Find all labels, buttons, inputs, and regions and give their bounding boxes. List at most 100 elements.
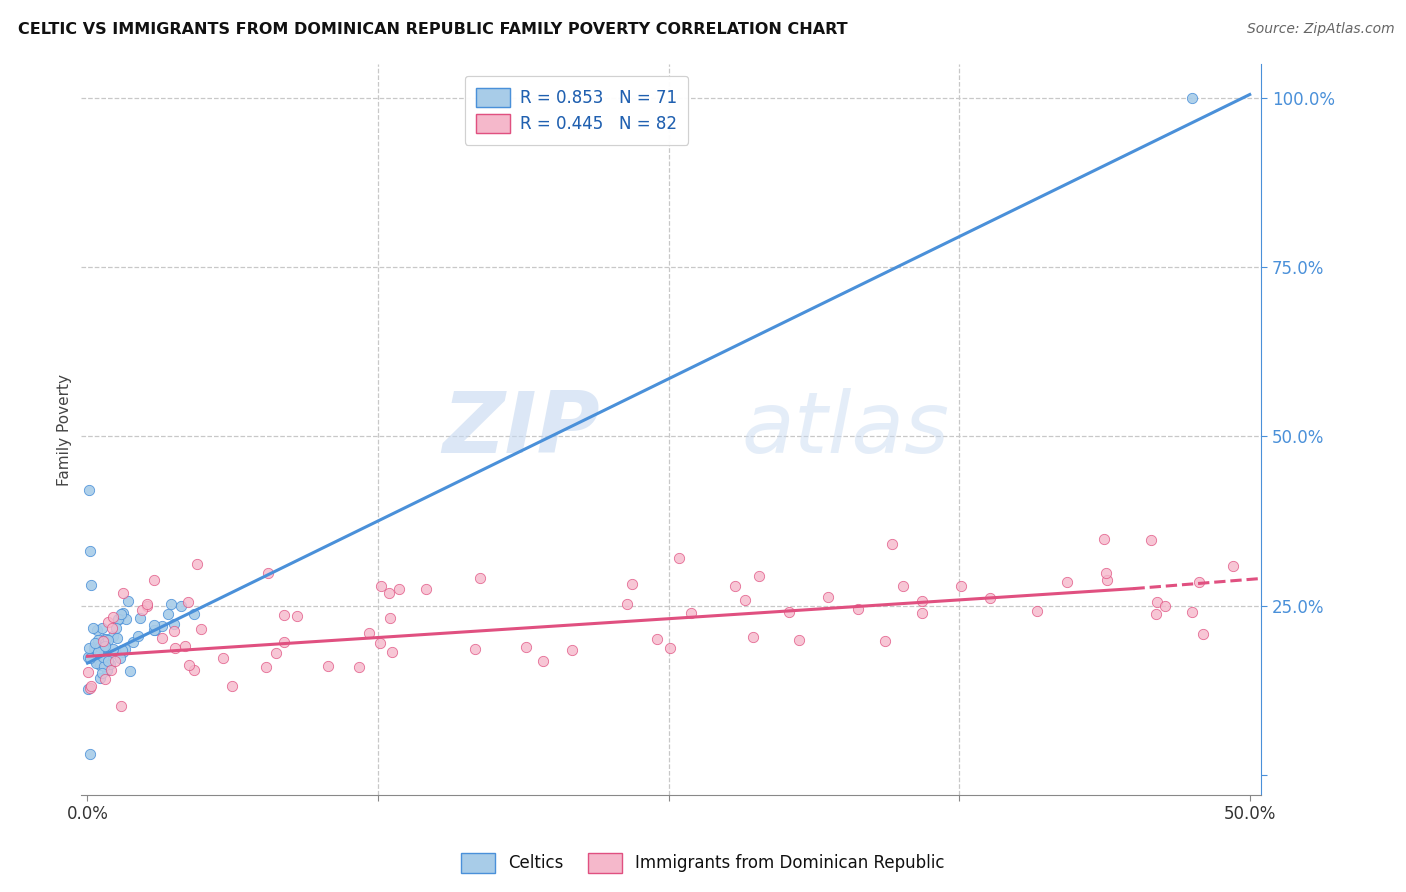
Point <box>173 639 195 653</box>
Point <box>91 640 114 654</box>
Point <box>80 679 103 693</box>
Legend: Celtics, Immigrants from Dominican Republic: Celtics, Immigrants from Dominican Repub… <box>454 847 952 880</box>
Text: Source: ZipAtlas.com: Source: ZipAtlas.com <box>1247 22 1395 37</box>
Point <box>734 592 756 607</box>
Point <box>1181 91 1204 105</box>
Point <box>136 598 159 612</box>
Point <box>380 611 402 625</box>
Point <box>264 646 287 660</box>
Point <box>254 660 277 674</box>
Point <box>101 641 124 656</box>
Point <box>96 632 118 646</box>
Point <box>76 649 98 664</box>
Point <box>111 586 134 600</box>
Point <box>98 657 121 672</box>
Point <box>89 657 111 672</box>
Point <box>91 666 114 681</box>
Point <box>89 640 111 655</box>
Point <box>1095 566 1118 580</box>
Point <box>127 629 149 643</box>
Point <box>93 672 115 686</box>
Point <box>115 612 138 626</box>
Point <box>108 651 131 665</box>
Point <box>118 665 141 679</box>
Point <box>170 599 193 613</box>
Point <box>316 658 339 673</box>
Point <box>370 579 392 593</box>
Point <box>79 651 101 665</box>
Point <box>347 660 370 674</box>
Point <box>157 607 180 621</box>
Point <box>1056 574 1078 589</box>
Point <box>778 605 800 619</box>
Point <box>96 663 118 677</box>
Point <box>86 657 108 671</box>
Point <box>110 699 132 714</box>
Point <box>911 594 934 608</box>
Point <box>107 612 129 626</box>
Point <box>97 648 120 662</box>
Point <box>77 665 100 679</box>
Point <box>621 577 644 591</box>
Point <box>104 621 127 635</box>
Point <box>93 636 115 650</box>
Point <box>83 642 105 657</box>
Point <box>183 607 205 621</box>
Point <box>117 594 139 608</box>
Point <box>415 582 437 597</box>
Point <box>817 590 839 604</box>
Point <box>357 625 380 640</box>
Point <box>143 624 166 638</box>
Point <box>150 619 173 633</box>
Point <box>658 641 681 656</box>
Point <box>91 634 114 648</box>
Point <box>186 557 208 571</box>
Point <box>388 582 411 597</box>
Point <box>129 610 152 624</box>
Point <box>87 645 110 659</box>
Point <box>221 679 243 693</box>
Point <box>378 586 401 600</box>
Point <box>91 650 114 665</box>
Point <box>94 639 117 653</box>
Point <box>724 579 747 593</box>
Point <box>108 612 131 626</box>
Point <box>83 644 105 658</box>
Point <box>97 615 120 629</box>
Point <box>285 609 308 624</box>
Point <box>84 653 107 667</box>
Point <box>79 747 101 762</box>
Point <box>91 621 114 635</box>
Point <box>100 647 122 661</box>
Point <box>93 659 115 673</box>
Text: ZIP: ZIP <box>443 388 600 471</box>
Point <box>79 544 101 558</box>
Point <box>1094 532 1116 546</box>
Point <box>93 647 115 661</box>
Point <box>647 632 669 646</box>
Point <box>1140 533 1163 547</box>
Point <box>131 603 153 617</box>
Point <box>143 624 166 638</box>
Point <box>86 623 108 637</box>
Point <box>748 569 770 583</box>
Point <box>79 483 101 498</box>
Point <box>97 653 120 667</box>
Point <box>101 629 124 643</box>
Point <box>668 551 690 566</box>
Point <box>100 663 122 677</box>
Point <box>150 631 173 645</box>
Point <box>83 640 105 655</box>
Point <box>950 579 973 593</box>
Point <box>1146 594 1168 608</box>
Point <box>163 616 186 631</box>
Point <box>183 663 205 677</box>
Point <box>163 641 186 656</box>
Point <box>679 606 702 620</box>
Point <box>80 578 103 592</box>
Point <box>1095 574 1118 588</box>
Point <box>98 657 121 672</box>
Point <box>616 597 638 611</box>
Point <box>1192 626 1215 640</box>
Point <box>114 642 136 657</box>
